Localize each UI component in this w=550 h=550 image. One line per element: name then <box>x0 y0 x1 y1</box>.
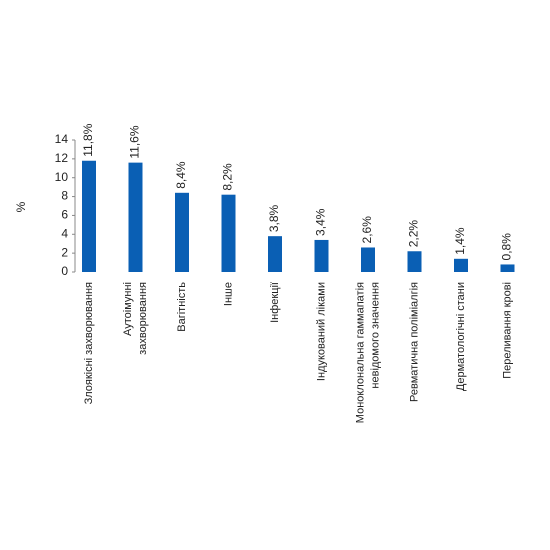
value-label: 3,8% <box>267 204 281 232</box>
bar <box>82 160 96 272</box>
y-tick-label: 12 <box>55 151 69 165</box>
x-tick-label: Моноклональна гаммапатія невідомого значе… <box>354 282 381 423</box>
x-tick-label: Індукований ліками <box>315 282 327 381</box>
value-label: 2,6% <box>360 216 374 244</box>
y-tick-label: 6 <box>61 208 68 222</box>
bar <box>128 162 143 272</box>
value-label: 0,8% <box>500 233 514 261</box>
value-label: 8,2% <box>221 163 235 191</box>
bar <box>500 264 515 272</box>
y-axis-label: % <box>14 201 28 212</box>
x-tick-label: Злоякісні захворювання <box>83 282 95 404</box>
bar <box>407 251 422 272</box>
y-tick-label: 4 <box>61 226 68 240</box>
y-tick-label: 14 <box>55 132 69 146</box>
x-tick-label: Інфекції <box>269 282 281 323</box>
x-tick-label: Ревматична поліміалгія <box>408 282 420 402</box>
x-tick-label: Вагітність <box>176 282 188 332</box>
x-tick-label: Аутоімунні захворювання <box>122 282 149 355</box>
y-tick-label: 2 <box>61 245 68 259</box>
value-label: 2,2% <box>407 220 421 248</box>
y-tick-label: 0 <box>61 264 68 278</box>
bar <box>268 236 282 272</box>
x-tick-label: Дерматологічні стани <box>455 282 467 391</box>
bar <box>361 247 375 272</box>
bar <box>454 258 468 272</box>
value-label: 11,6% <box>128 125 142 158</box>
x-tick-label: Переливання крові <box>501 282 513 379</box>
value-label: 1,4% <box>453 227 467 255</box>
y-tick-label: 10 <box>55 170 69 184</box>
value-label: 8,4% <box>174 161 188 189</box>
value-label: 11,8% <box>81 123 95 156</box>
bar <box>314 239 329 272</box>
y-tick-label: 8 <box>61 189 68 203</box>
x-tick-label: Інше <box>222 282 234 306</box>
value-label: 3,4% <box>314 208 328 236</box>
bar <box>175 192 189 272</box>
bar <box>221 194 236 272</box>
